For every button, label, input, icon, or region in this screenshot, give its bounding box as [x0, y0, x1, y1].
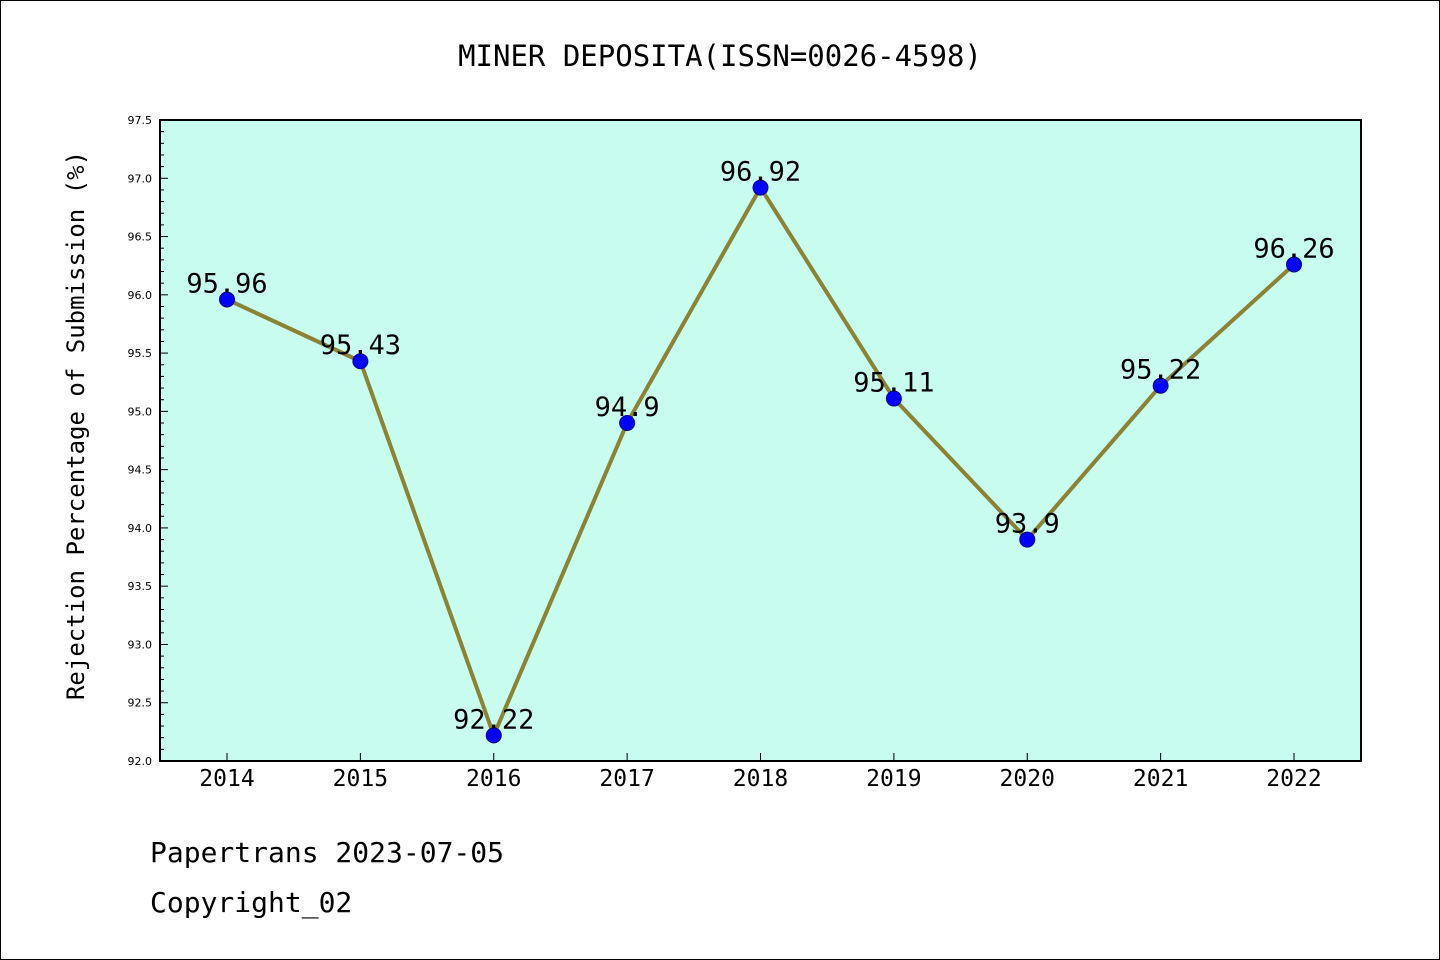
x-tick-label: 2017	[599, 766, 654, 792]
data-label: 95.22	[1120, 355, 1201, 386]
y-tick-label: 92.5	[128, 697, 153, 710]
data-label: 94.9	[595, 392, 660, 423]
y-tick-label: 96.5	[128, 231, 153, 244]
data-point	[1286, 256, 1302, 273]
data-point	[752, 179, 769, 196]
y-tick-label: 94.5	[128, 464, 153, 477]
data-label: 93.9	[995, 509, 1060, 540]
x-tick-label: 2020	[1000, 766, 1055, 792]
y-tick-label: 93.5	[128, 580, 153, 593]
footer-copyright: Copyright_02	[150, 886, 353, 919]
series-rejection-rate: 95.96 95.43 92.22 94.9 96.92 95.11 93.9 95.22 96…	[186, 157, 1335, 744]
data-point	[352, 353, 369, 370]
data-label: 96.92	[720, 157, 801, 188]
x-tick-label: 2016	[466, 766, 521, 792]
footer-date: Papertrans 2023-07-05	[150, 836, 505, 869]
y-tick-label: 92.0	[128, 755, 153, 768]
y-tick-label: 94.0	[128, 522, 153, 535]
data-label: 96.26	[1253, 234, 1334, 265]
x-tick-label: 2015	[333, 766, 388, 792]
x-tick-label: 2022	[1266, 766, 1321, 792]
data-label: 95.11	[853, 368, 934, 399]
data-point	[1152, 377, 1169, 394]
data-point	[885, 390, 902, 407]
data-label: 95.96	[186, 268, 267, 299]
y-axis: 92.0 92.5 93.0 93.5 94.0 94.5 95.0 95.5 96.0 96.5…	[128, 114, 168, 768]
x-tick-label: 2019	[866, 766, 921, 792]
y-tick-label: 97.0	[128, 172, 153, 185]
chart-title: MINER DEPOSITA(ISSN=0026-4598)	[458, 39, 982, 73]
y-tick-label: 96.0	[128, 289, 153, 302]
data-point	[619, 415, 636, 432]
y-tick-label: 95.0	[128, 405, 153, 418]
x-axis: 2014 2015 2016 2017 2018 2019 2020 2021 2022	[199, 753, 1322, 792]
x-tick-label: 2014	[199, 766, 254, 792]
data-label: 95.43	[320, 330, 401, 361]
plot-area	[159, 119, 1362, 762]
y-axis-label: Rejection Percentage of Submission (%)	[62, 151, 90, 700]
data-label: 92.22	[453, 704, 534, 735]
y-tick-label: 93.0	[128, 638, 153, 651]
data-point	[485, 727, 502, 744]
x-tick-label: 2018	[733, 766, 788, 792]
y-tick-label: 95.5	[128, 347, 153, 360]
y-tick-label: 97.5	[128, 114, 153, 127]
x-tick-label: 2021	[1133, 766, 1188, 792]
data-point	[219, 291, 235, 308]
data-point	[1019, 531, 1036, 548]
